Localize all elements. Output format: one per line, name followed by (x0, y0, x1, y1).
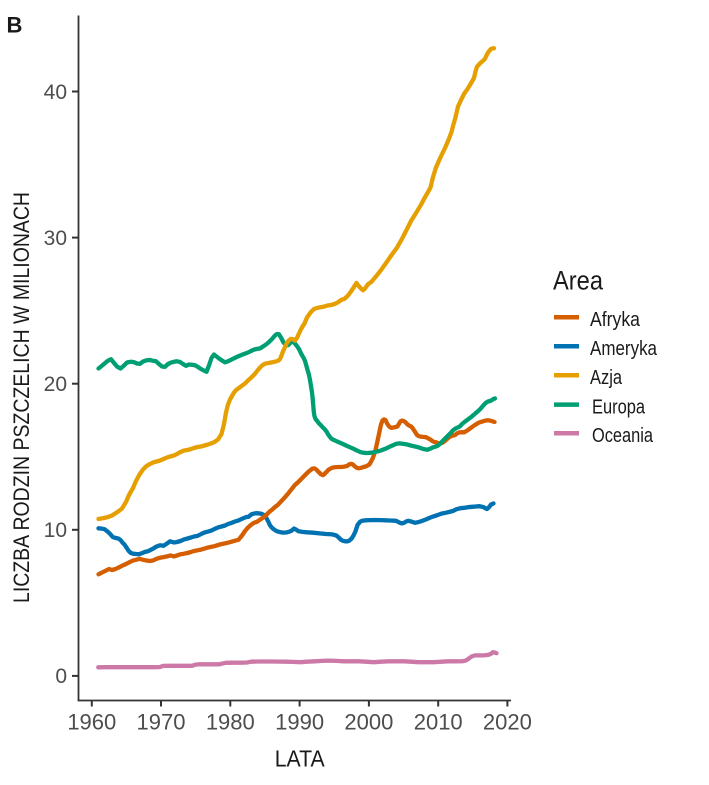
svg-text:2020: 2020 (483, 710, 532, 735)
svg-text:LATA: LATA (275, 745, 326, 771)
svg-text:B: B (7, 13, 23, 38)
svg-text:10: 10 (44, 519, 67, 542)
svg-text:20: 20 (44, 373, 67, 396)
svg-text:2000: 2000 (344, 710, 393, 735)
svg-text:Afryka: Afryka (590, 309, 641, 331)
svg-text:1990: 1990 (275, 710, 324, 735)
svg-text:LICZBA RODZIN PSZCZELICH W MIL: LICZBA RODZIN PSZCZELICH W MILIONACH (9, 192, 34, 603)
svg-text:Oceania: Oceania (592, 425, 654, 447)
svg-text:0: 0 (55, 665, 67, 688)
svg-text:Europa: Europa (592, 397, 646, 419)
svg-text:2010: 2010 (414, 710, 463, 735)
svg-text:1980: 1980 (206, 710, 255, 735)
svg-text:30: 30 (44, 227, 67, 250)
svg-text:40: 40 (44, 81, 67, 104)
svg-text:Ameryka: Ameryka (590, 338, 658, 360)
svg-text:1970: 1970 (137, 710, 186, 735)
svg-text:Azja: Azja (590, 367, 623, 389)
svg-text:1960: 1960 (67, 710, 116, 735)
svg-text:Area: Area (553, 266, 604, 296)
